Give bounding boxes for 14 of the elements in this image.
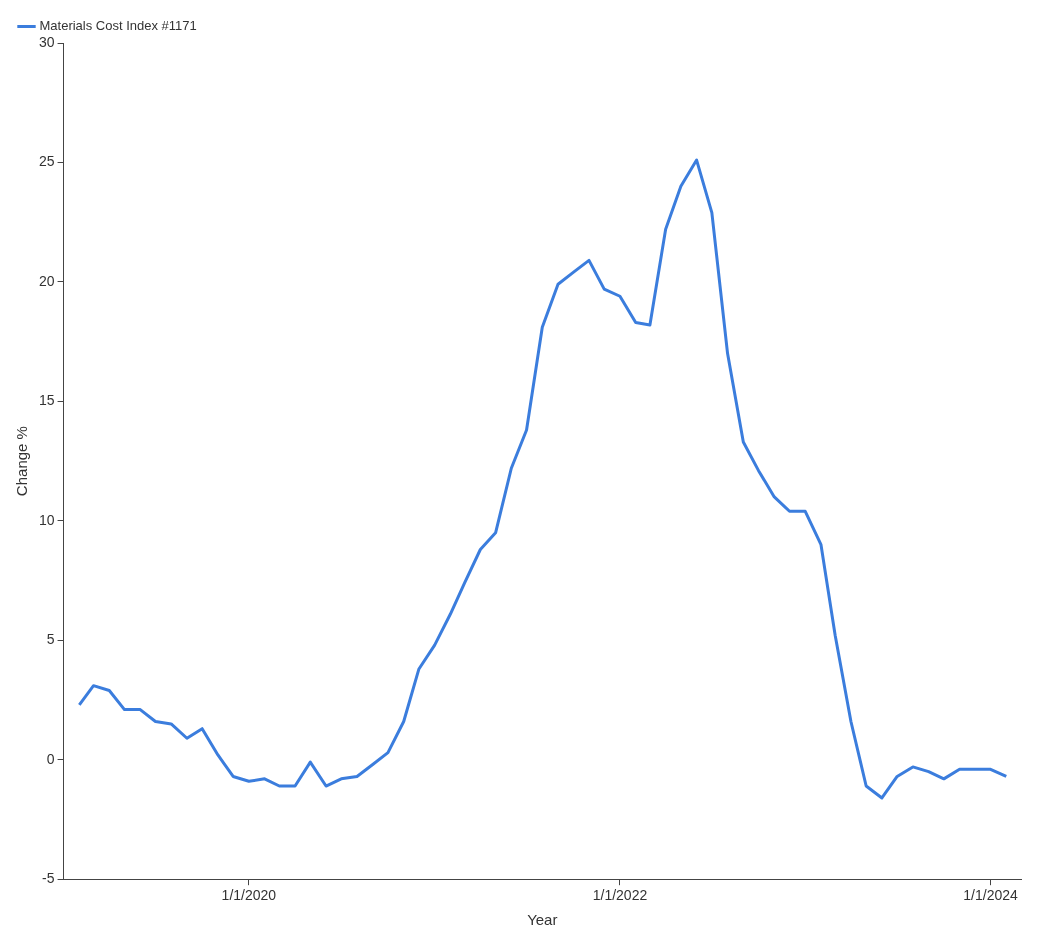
legend-label: Materials Cost Index #1171 (39, 18, 197, 34)
x-tick-label: 1/1/2020 (221, 887, 277, 904)
x-axis-title: Year (527, 911, 558, 929)
y-tick-label: 0 (46, 750, 55, 767)
y-tick-label: 25 (38, 153, 55, 170)
y-tick-label: 30 (38, 33, 55, 50)
y-axis-title: Change % (13, 426, 31, 497)
y-tick-label: 10 (38, 511, 55, 528)
y-tick-label: -5 (42, 870, 55, 887)
x-tick-label: 1/1/2024 (963, 887, 1018, 904)
y-tick-label: 20 (38, 272, 55, 289)
x-tick-label: 1/1/2022 (592, 887, 648, 904)
y-tick-label: 5 (46, 631, 55, 648)
y-tick-label: 15 (38, 392, 55, 409)
